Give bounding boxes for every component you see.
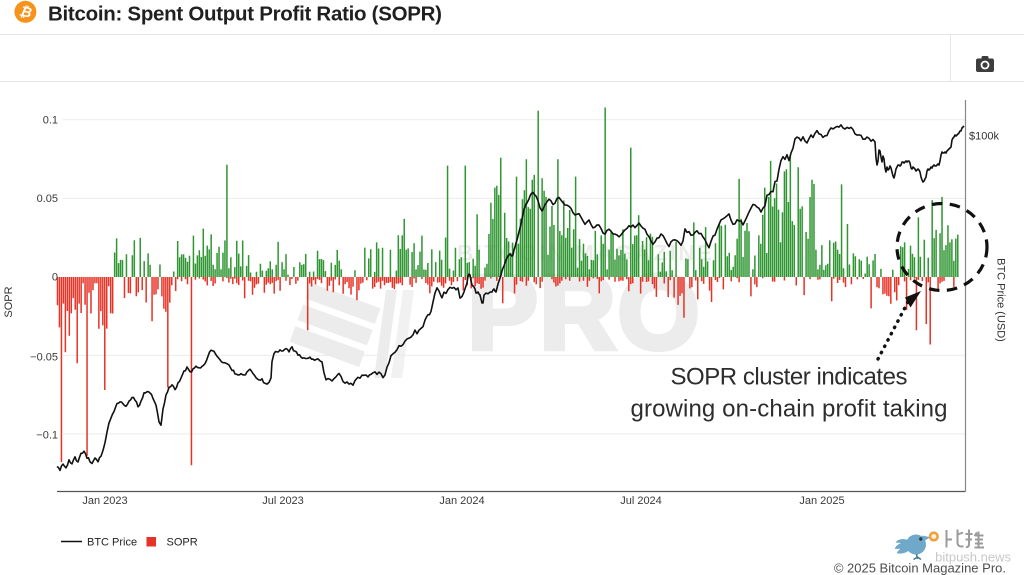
svg-text:0.1: 0.1 bbox=[43, 115, 58, 127]
svg-text:bitpush.news: bitpush.news bbox=[935, 550, 1011, 565]
svg-text:BTC Price: BTC Price bbox=[87, 537, 137, 549]
svg-text:SOPR cluster indicates: SOPR cluster indicates bbox=[671, 364, 908, 391]
svg-text:$100k: $100k bbox=[969, 131, 999, 143]
svg-text:Jan 2023: Jan 2023 bbox=[82, 495, 127, 507]
svg-text:Jan 2024: Jan 2024 bbox=[439, 495, 484, 507]
svg-text:© 2025 Bitcoin Magazine Pro.: © 2025 Bitcoin Magazine Pro. bbox=[834, 561, 1006, 575]
svg-text:SOPR: SOPR bbox=[3, 286, 15, 317]
svg-text:0: 0 bbox=[52, 272, 58, 284]
svg-text:−0.1: −0.1 bbox=[36, 430, 58, 442]
svg-text:Jul 2024: Jul 2024 bbox=[620, 495, 662, 507]
svg-text:SOPR: SOPR bbox=[167, 537, 198, 549]
svg-text:Bitcoin: Spent Output Profit R: Bitcoin: Spent Output Profit Ratio (SOPR… bbox=[48, 3, 442, 26]
svg-text:Jul 2023: Jul 2023 bbox=[262, 495, 304, 507]
svg-text:BTC Price (USD): BTC Price (USD) bbox=[995, 258, 1007, 342]
svg-text:0.05: 0.05 bbox=[37, 193, 58, 205]
svg-text:growing on-chain profit taking: growing on-chain profit taking bbox=[631, 396, 948, 423]
svg-text:−0.05: −0.05 bbox=[30, 352, 58, 364]
svg-text:₿: ₿ bbox=[18, 3, 33, 21]
svg-text:Jan 2025: Jan 2025 bbox=[799, 495, 844, 507]
